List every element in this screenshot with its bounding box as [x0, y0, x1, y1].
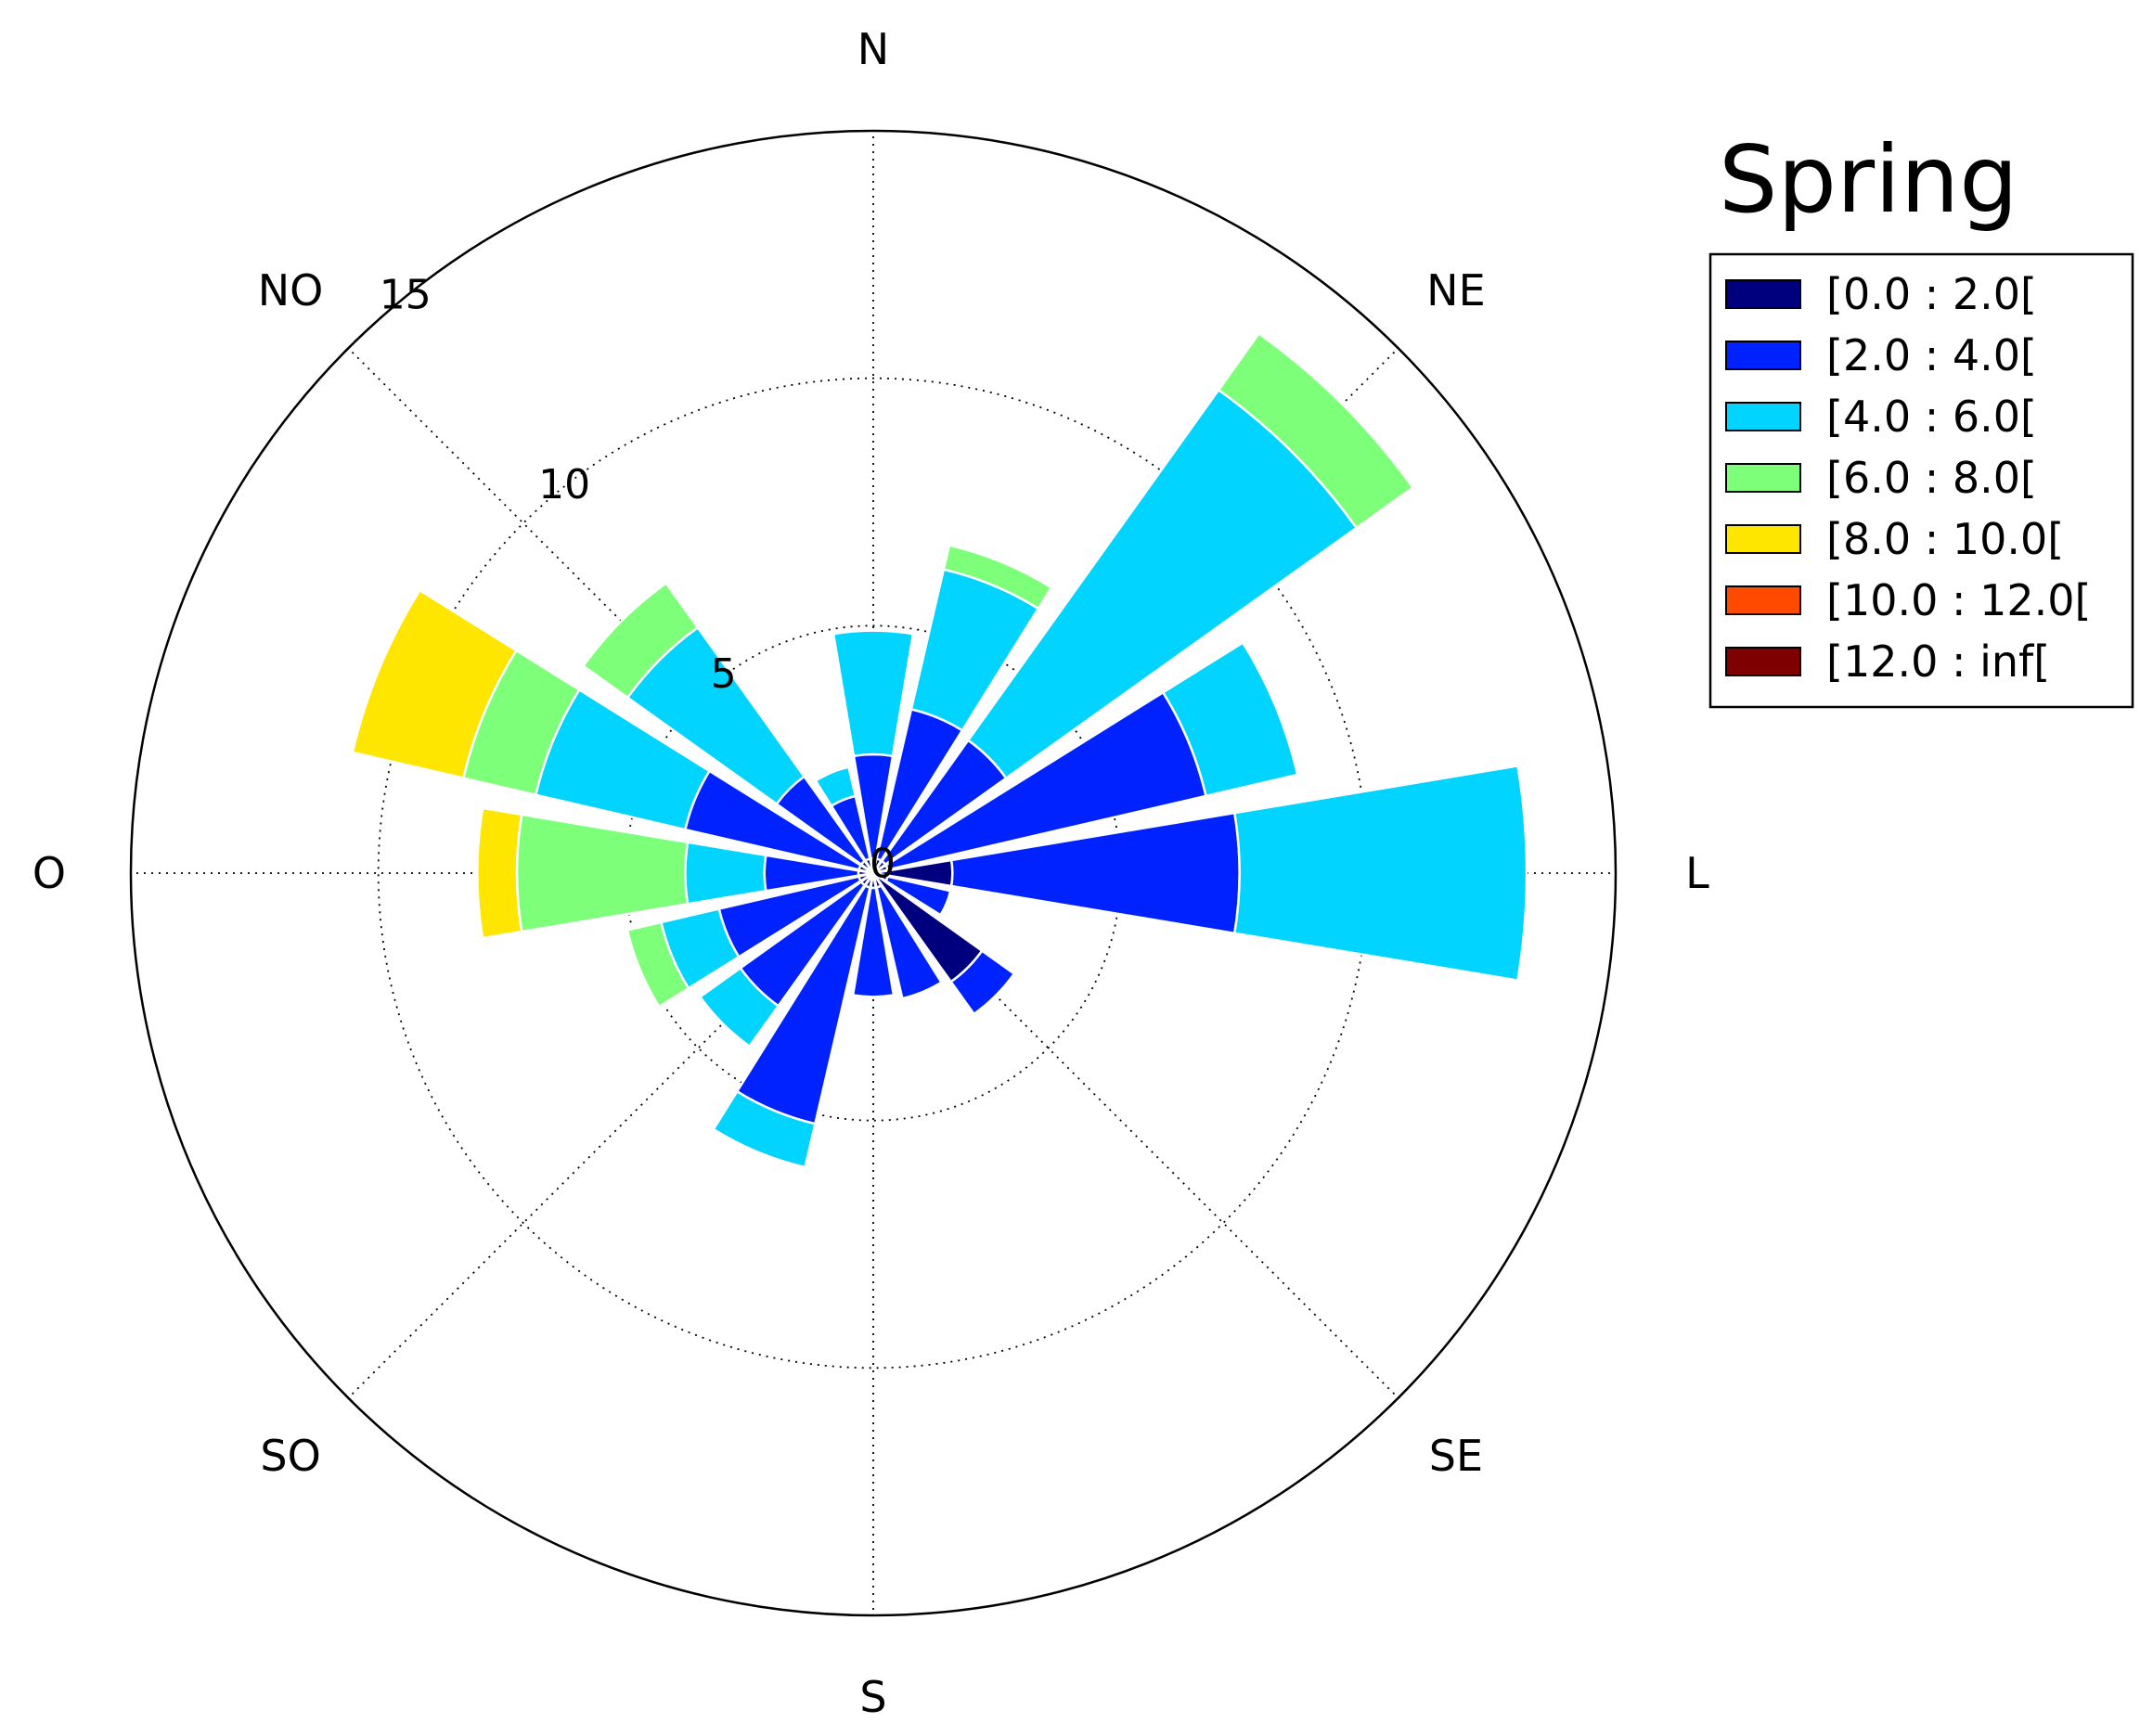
direction-label: O	[32, 848, 66, 898]
grid-spoke	[872, 872, 1399, 1399]
radial-tick-label: 10	[538, 461, 590, 508]
bar-segment-SSO-bin2	[712, 1089, 817, 1169]
bar-segment-O-bin3	[515, 813, 690, 933]
bar-O	[476, 806, 874, 940]
legend-swatch	[1725, 524, 1801, 554]
bar-segment-NO-bin3	[581, 581, 700, 700]
bar-segment-O-bin4	[476, 806, 523, 940]
bar-segment-NE-bin3	[1217, 331, 1415, 530]
direction-label: N	[857, 24, 889, 74]
bar-segment-SE-bin1	[948, 948, 1016, 1016]
direction-label: S	[859, 1672, 886, 1722]
legend-entry: [6.0 : 8.0[	[1826, 453, 2037, 503]
grid-spoke	[347, 347, 874, 874]
radial-tick-label: 15	[380, 272, 432, 319]
bar-segment-N-bin2	[832, 629, 915, 758]
direction-labels: N NE L SE S SO O NO	[32, 24, 1709, 1722]
direction-label: NE	[1426, 265, 1485, 315]
bar-L	[872, 764, 1528, 983]
bar-NNO	[814, 765, 875, 874]
grid-circle-5	[625, 624, 1122, 1122]
direction-label: SE	[1429, 1431, 1483, 1481]
radial-tick-label: 5	[711, 650, 737, 698]
bar-segment-S-bin1	[851, 886, 896, 998]
direction-label: SO	[260, 1431, 320, 1481]
legend-entry: [10.0 : 12.0[	[1826, 575, 2091, 625]
bar-ENE	[872, 640, 1299, 875]
bar-SO	[698, 871, 875, 1048]
bar-segment-NNE-bin3	[942, 544, 1053, 611]
bar-segment-SSE-bin1	[875, 883, 944, 1000]
legend-entry: [8.0 : 10.0[	[1826, 514, 2064, 564]
legend-swatch	[1725, 402, 1801, 431]
bar-segment-NNO-bin2	[814, 765, 857, 808]
legend-entry: [2.0 : 4.0[	[1826, 330, 2037, 380]
direction-label: L	[1685, 848, 1709, 898]
bar-segment-SO-bin2	[698, 966, 780, 1048]
bar-segment-ENE-bin2	[1161, 640, 1299, 798]
bar-OSO	[625, 871, 874, 1009]
bar-segment-L-bin2	[1232, 764, 1528, 983]
bar-NE	[871, 331, 1415, 875]
wind-rose-bars	[351, 331, 1528, 1169]
bar-NO	[581, 581, 875, 875]
outer-axis-circle	[129, 129, 1618, 1617]
direction-label: NO	[258, 265, 324, 315]
legend-title: Spring	[1719, 125, 2018, 234]
bar-segment-ONO-bin4	[351, 588, 519, 780]
grid-spoke	[347, 872, 874, 1399]
radial-tick-label: 0	[870, 841, 896, 888]
legend-swatch	[1725, 463, 1801, 493]
bar-ONO	[351, 588, 874, 875]
legend-entry: [4.0 : 6.0[	[1826, 392, 2037, 442]
bar-SE	[871, 871, 1016, 1016]
legend-swatch	[1725, 647, 1801, 676]
bar-segment-OSO-bin3	[625, 920, 690, 1009]
radial-tick-labels: 0 5 10 15	[380, 272, 896, 888]
legend: [0.0 : 2.0[ [2.0 : 4.0[ [4.0 : 6.0[ [6.0 : …	[1725, 269, 2091, 687]
legend-swatch	[1725, 585, 1801, 615]
bar-NNE	[871, 544, 1053, 874]
bar-N	[832, 629, 915, 874]
legend-entry: [0.0 : 2.0[	[1826, 269, 2037, 319]
bar-SSE	[871, 872, 944, 1000]
bar-segment-O-bin2	[684, 841, 767, 906]
legend-entry: [12.0 : inf[	[1826, 637, 2050, 687]
bar-SSO	[712, 872, 875, 1169]
legend-swatch	[1725, 341, 1801, 370]
legend-swatch	[1725, 279, 1801, 309]
